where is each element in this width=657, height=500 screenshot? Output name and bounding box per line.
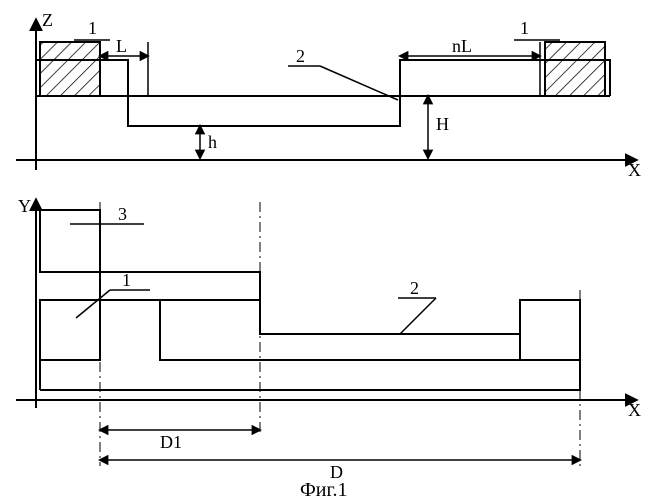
label-h: h xyxy=(208,132,217,152)
leader-1p-a xyxy=(76,290,110,318)
profile-top-upper xyxy=(36,60,610,126)
axis-z-label: Z xyxy=(42,10,53,30)
figure-caption: Фиг.1 xyxy=(300,479,347,500)
callout-1-right: 1 xyxy=(520,18,529,38)
label-L: L xyxy=(116,36,127,56)
axis-x-label-plan: X xyxy=(628,400,641,420)
block-left-hatch xyxy=(40,42,100,96)
label-nL: nL xyxy=(452,36,472,56)
label-H: H xyxy=(436,114,449,134)
callout-2-plan: 2 xyxy=(410,278,419,298)
axis-x-label-top: X xyxy=(628,160,641,180)
callout-2-top: 2 xyxy=(296,46,305,66)
leader-2p-a xyxy=(400,298,436,334)
axis-y-label: Y xyxy=(18,196,31,216)
label-D1: D1 xyxy=(160,432,182,452)
callout-1-left: 1 xyxy=(88,18,97,38)
sq-ll xyxy=(40,300,100,360)
block-right-hatch xyxy=(545,42,605,96)
sq-r xyxy=(520,300,580,360)
callout-3: 3 xyxy=(118,204,127,224)
sq-ul xyxy=(40,210,100,272)
callout-1-plan: 1 xyxy=(122,270,131,290)
leader-2-top-a xyxy=(320,66,398,100)
